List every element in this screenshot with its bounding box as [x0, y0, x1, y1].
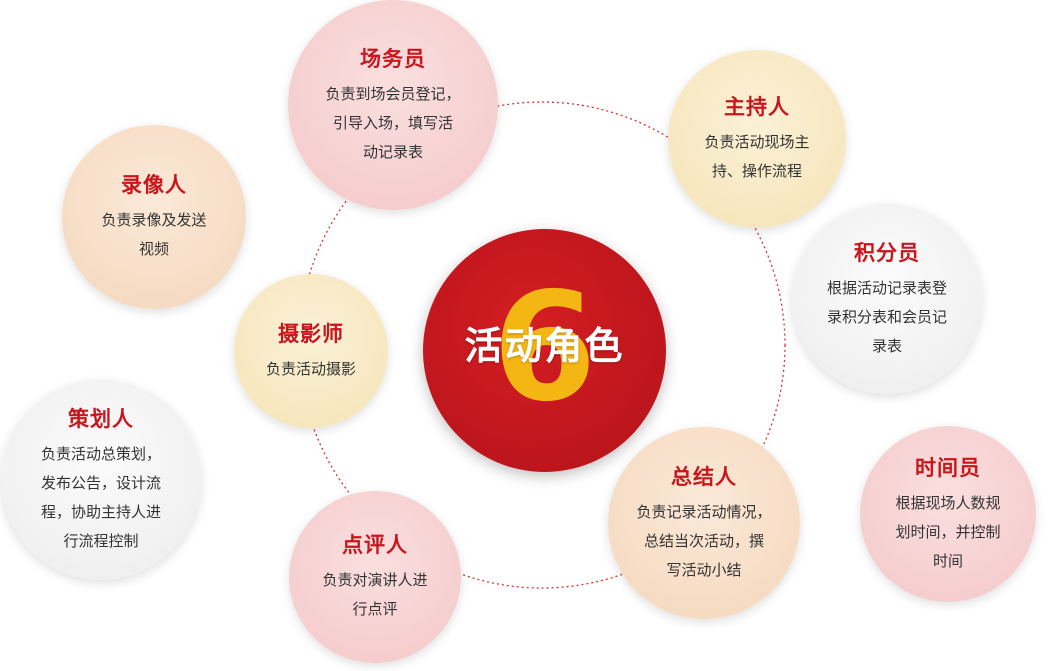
role-title: 总结人	[671, 464, 737, 489]
center-circle: 6 活动角色	[423, 229, 666, 472]
role-title: 录像人	[121, 173, 187, 197]
center-title: 活动角色	[464, 324, 625, 368]
role-bubble-commentator: 点评人 负责对演讲人进 行点评	[289, 491, 461, 663]
role-description-line: 持、操作流程	[711, 162, 802, 180]
role-description-line: 行流程控制	[63, 532, 139, 550]
role-description-line: 根据现场人数规	[895, 493, 1001, 512]
role-description-line: 负责记录活动情况，	[636, 502, 772, 521]
role-description: 根据现场人数规 划时间，并控制 时间	[895, 489, 1000, 576]
role-description-line: 引导入场，填写活	[332, 113, 453, 132]
role-description-line: 划时间，并控制	[895, 522, 1001, 541]
role-description: 负责活动摄影	[266, 355, 356, 384]
role-description-line: 录表	[871, 336, 902, 355]
role-description-line: 总结当次活动，撰	[643, 531, 764, 550]
role-title: 场务员	[360, 46, 426, 71]
role-description-line: 负责到场会员登记，	[325, 84, 461, 103]
role-description-line: 动记录表	[362, 142, 423, 161]
role-bubble-timekeeper: 时间员 根据现场人数规 划时间，并控制 时间	[860, 426, 1036, 602]
role-description: 负责录像及发送 视频	[101, 206, 206, 264]
role-description-line: 行点评	[352, 600, 398, 618]
role-description-line: 视频	[138, 240, 169, 258]
role-description: 负责对演讲人进 行点评	[322, 566, 427, 624]
role-description-line: 根据活动记录表登	[826, 278, 947, 297]
role-title: 摄影师	[278, 321, 344, 346]
role-bubble-summarizer: 总结人 负责记录活动情况， 总结当次活动，撰 写活动小结	[608, 427, 800, 619]
role-description: 负责活动总策划， 发布公告，设计流 程，协助主持人进 行流程控制	[41, 440, 161, 556]
role-description-line: 程，协助主持人进	[40, 503, 161, 521]
role-bubble-planner: 策划人 负责活动总策划， 发布公告，设计流 程，协助主持人进 行流程控制	[1, 380, 201, 580]
role-description-line: 发布公告，设计流	[40, 474, 161, 492]
role-bubble-photographer: 摄影师 负责活动摄影	[234, 274, 388, 428]
role-title: 主持人	[724, 95, 790, 119]
role-description-line: 写活动小结	[666, 560, 742, 579]
role-title: 时间员	[915, 455, 981, 480]
role-description-line: 负责活动现场主	[704, 133, 810, 151]
role-description-line: 负责对演讲人进	[322, 571, 428, 589]
role-bubble-venue-staff: 场务员 负责到场会员登记， 引导入场，填写活 动记录表	[288, 0, 498, 210]
role-bubble-host: 主持人 负责活动现场主 持、操作流程	[668, 50, 846, 228]
role-description-line: 负责录像及发送	[101, 211, 207, 229]
role-description-line: 负责活动总策划，	[40, 445, 161, 463]
role-bubble-points-recorder: 积分员 根据活动记录表登 录积分表和会员记 录表	[792, 204, 982, 394]
role-description-line: 负责活动摄影	[265, 359, 356, 378]
role-description-line: 录积分表和会员记	[826, 307, 947, 326]
role-title: 策划人	[68, 407, 134, 431]
role-description: 负责活动现场主 持、操作流程	[704, 128, 809, 186]
role-title: 积分员	[854, 240, 920, 265]
role-description: 负责到场会员登记， 引导入场，填写活 动记录表	[325, 80, 460, 167]
role-description-line: 时间	[932, 551, 963, 570]
center-number: 6	[492, 261, 597, 435]
role-title: 点评人	[342, 533, 408, 557]
role-bubble-videographer: 录像人 负责录像及发送 视频	[62, 125, 246, 309]
role-description: 根据活动记录表登 录积分表和会员记 录表	[827, 274, 947, 361]
role-description: 负责记录活动情况， 总结当次活动，撰 写活动小结	[636, 498, 771, 585]
